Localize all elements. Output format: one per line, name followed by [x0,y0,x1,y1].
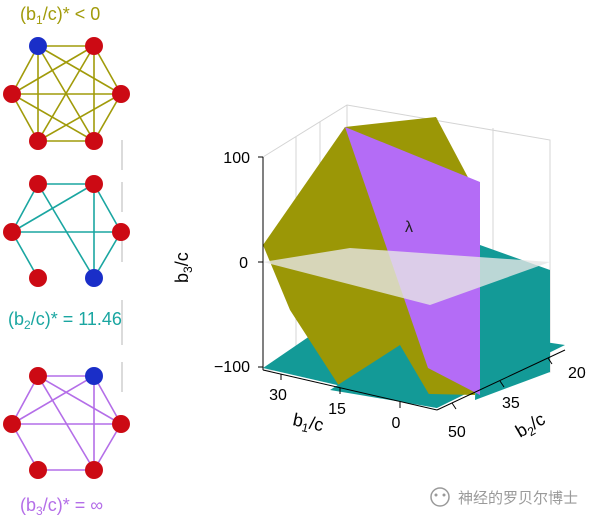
x-axis-label: b1/c [291,409,326,438]
watermark-text: 神经的罗贝尔博士 [458,489,578,507]
graph-3-node [29,367,47,385]
watermark: 神经的罗贝尔博士 [430,487,578,507]
graph-3-node [112,415,130,433]
z-tick-label: −100 [214,359,250,376]
wechat-icon-dot [434,493,438,497]
y-axis [436,349,566,411]
z-axis-label: b3/c [172,252,195,283]
graph-3-node [85,461,103,479]
z-tick-label: 0 [239,255,248,272]
x-axis [262,369,438,411]
graph-2-label: (b2/c)* = 11.46 [8,309,122,332]
graph-3-node [3,415,21,433]
x-tick-label: 30 [269,387,287,404]
graph-1-node [29,132,47,150]
graph-3-node-blue [85,367,103,385]
y-tick [451,402,457,410]
graph-2-node [29,269,47,287]
y-axis-label: b2/c [512,409,550,444]
graph-1-node [85,37,103,55]
graph-3: (b3/c)* = ∞ [3,367,130,518]
graph-3-label: (b3/c)* = ∞ [20,495,103,518]
graph-1-node [85,132,103,150]
graph-1-node [112,85,130,103]
graph-1-node-blue [29,37,47,55]
y-tick-label: 50 [448,424,466,441]
plane-teal-front [330,345,437,408]
graph-2-node [112,223,130,241]
graph-2-node [85,175,103,193]
graph-1-label: (b1/c)* < 0 [20,4,100,27]
graph-3-node [29,461,47,479]
graph-2: (b2/c)* = 11.46 [3,175,130,332]
x-tick-label: 0 [392,415,401,432]
x-tick-label: 15 [328,401,346,418]
graph-2-node-blue [85,269,103,287]
wechat-icon-dot [442,493,446,497]
phase-diagram-3d: λ 100 0 −100 b3/c 30 15 0 b1/c 20 35 50 … [172,104,586,444]
graph-1-edges [11,45,122,142]
y-tick-label: 20 [568,365,586,382]
graph-2-edges [11,183,122,279]
y-tick [499,380,505,388]
plane-teal-right [475,245,550,400]
plane-gray [263,248,550,305]
y-tick-label: 35 [502,395,520,412]
y-tick [547,357,553,365]
graph-2-node [29,175,47,193]
plane-lambda-label: λ [405,219,413,236]
graph-3-edges [11,375,122,471]
graph-2-node [3,223,21,241]
graph-1-node [3,85,21,103]
z-tick-label: 100 [223,150,250,167]
graph-1: (b1/c)* < 0 [3,4,130,150]
wechat-icon [430,487,450,507]
